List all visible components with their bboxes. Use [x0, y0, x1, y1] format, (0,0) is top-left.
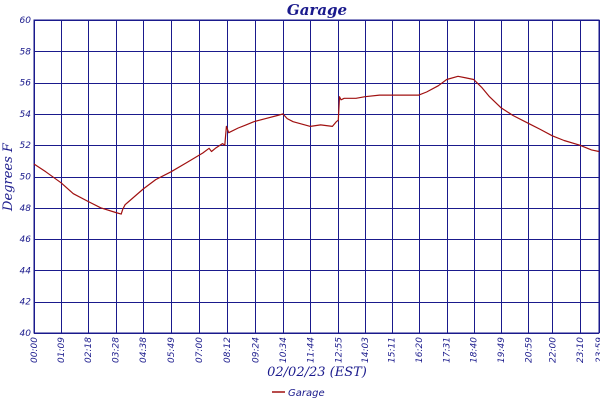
- x-tick-label: 14:03: [361, 337, 371, 363]
- grid-lines: [34, 20, 600, 334]
- x-tick-label: 17:31: [443, 337, 453, 363]
- plot-area-frame: [33, 19, 600, 334]
- x-tick-label: 01:09: [57, 337, 67, 363]
- x-tick-label: 00:00: [30, 337, 40, 363]
- x-tick-label: 16:20: [415, 337, 425, 363]
- x-tick-label: 12:55: [334, 337, 344, 363]
- x-tick-label: 22:00: [548, 337, 558, 363]
- y-tick-label: 44: [20, 266, 32, 276]
- y-tick-label: 60: [20, 16, 32, 26]
- y-tick-label: 40: [20, 329, 32, 339]
- y-tick-label: 58: [20, 47, 32, 57]
- x-tick-label: 11:44: [306, 337, 316, 363]
- x-tick-label: 08:12: [223, 337, 233, 363]
- legend: Garage: [272, 388, 325, 399]
- series-line-garage: [33, 75, 600, 215]
- x-tick-label: 05:49: [167, 337, 177, 363]
- x-tick-label: 09:24: [251, 337, 261, 363]
- y-tick-label: 54: [20, 110, 32, 120]
- y-tick-label: 52: [20, 141, 32, 151]
- x-tick-label: 02:18: [84, 337, 94, 363]
- x-tick-label: 03:28: [112, 337, 122, 363]
- y-tick-label: 48: [20, 204, 32, 214]
- x-axis-label: 02/02/23 (EST): [267, 365, 367, 380]
- chart-title: Garage: [287, 1, 347, 19]
- x-tick-label: 23:59: [595, 337, 600, 363]
- x-axis-ticks: 00:00 01:09 02:18 03:28 04:38 05:49 07:00 08:12…: [30, 337, 600, 363]
- y-tick-label: 56: [20, 79, 32, 89]
- y-axis-ticks: 40 42 44 46 48 50 52 54 56 58 60: [20, 16, 32, 339]
- y-tick-label: 42: [20, 298, 32, 308]
- legend-label-garage: Garage: [288, 388, 325, 399]
- x-tick-label: 07:00: [195, 337, 205, 363]
- y-axis-label: Degrees F: [1, 142, 16, 212]
- y-tick-label: 50: [20, 173, 32, 183]
- x-tick-label: 04:38: [139, 337, 149, 363]
- x-tick-label: 15:11: [388, 337, 398, 363]
- x-tick-label: 20:59: [524, 337, 534, 363]
- y-tick-label: 46: [20, 235, 32, 245]
- x-tick-label: 23:10: [576, 337, 586, 363]
- x-tick-label: 19:49: [497, 337, 507, 363]
- x-tick-label: 18:40: [470, 337, 480, 363]
- x-tick-label: 10:34: [279, 337, 289, 363]
